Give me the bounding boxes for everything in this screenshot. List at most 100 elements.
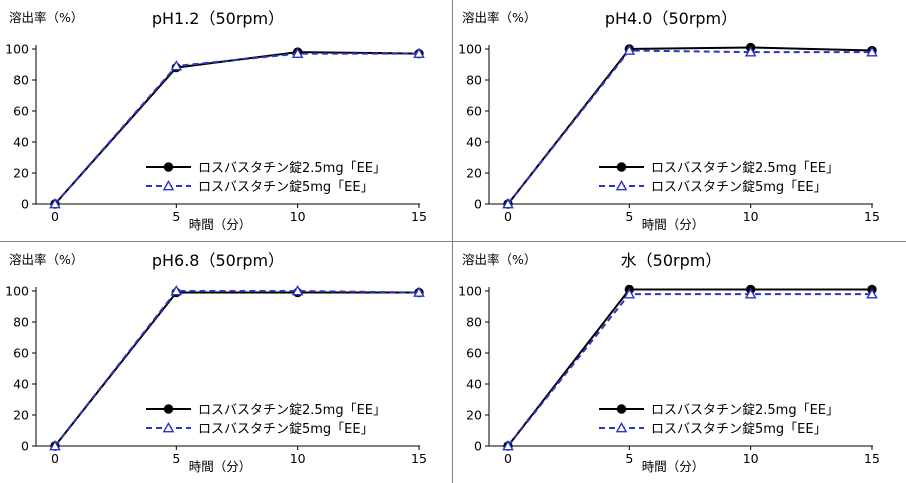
legend-entry-2: ロスバスタチン錠5mg「EE」 — [146, 421, 374, 437]
series-2-point — [49, 197, 61, 209]
x-tick-label: 10 — [743, 209, 759, 224]
chart-title: pH6.8（50rpm） — [152, 251, 284, 270]
legend-entry-2: ロスバスタチン錠5mg「EE」 — [146, 179, 374, 195]
legend-marker-1 — [163, 404, 174, 414]
chart-svg-ph6-8: 0 20 40 60 80 100 0 5 10 15 溶出率（%） 時間（分） pH6.8（50rpm… — [5, 251, 427, 474]
series-2-line — [507, 293, 872, 447]
y-tick-label: 80 — [13, 73, 29, 88]
y-tick-label: 100 — [458, 284, 482, 299]
legend-marker-1 — [616, 404, 627, 414]
series-2-point — [744, 288, 757, 299]
series-2 — [502, 288, 878, 451]
series-2-point — [502, 197, 514, 209]
legend-label-1: ロスバスタチン錠2.5mg「EE」 — [651, 403, 839, 418]
y-axis-label: 溶出率（%） — [9, 252, 83, 267]
y-tick-label: 60 — [466, 104, 482, 119]
y-axis-label: 溶出率（%） — [462, 10, 536, 25]
legend-entry-2: ロスバスタチン錠5mg「EE」 — [599, 421, 827, 437]
x-tick-label: 15 — [864, 209, 880, 224]
x-tick-label: 0 — [504, 209, 512, 224]
legend-label-2: ロスバスタチン錠5mg「EE」 — [651, 422, 827, 437]
series-2-point — [502, 439, 514, 451]
chart-panel-ph4-0: 0 20 40 60 80 100 0 5 10 15 溶出率（%） 時間（分） pH4.0（50rpm… — [453, 0, 906, 241]
series-2-point — [413, 286, 425, 297]
x-tick-label: 15 — [411, 209, 427, 224]
chart-title: 水（50rpm） — [621, 251, 722, 270]
chart-panel-ph1-2: 0 20 40 60 80 100 0 5 10 15 溶出率（%） 時間（分） pH1.2（50rpm… — [0, 0, 453, 241]
y-tick-label: 100 — [458, 42, 482, 57]
y-tick-label: 100 — [5, 42, 29, 57]
x-tick-label: 15 — [411, 451, 427, 466]
y-tick-label: 20 — [13, 408, 29, 423]
series-2-point — [623, 288, 636, 299]
x-tick-label: 10 — [290, 451, 306, 466]
x-tick-label: 10 — [290, 209, 306, 224]
series-2-point — [170, 284, 183, 296]
y-axis-label: 溶出率（%） — [9, 10, 83, 25]
y-tick-label: 40 — [466, 377, 482, 392]
series-1-line — [507, 288, 872, 447]
y-axis-label: 溶出率（%） — [462, 252, 536, 267]
legend-entry-1: ロスバスタチン錠2.5mg「EE」 — [146, 403, 386, 418]
y-tick-label: 0 — [474, 439, 482, 454]
chart-title: pH1.2（50rpm） — [152, 9, 284, 28]
x-tick-label: 15 — [864, 451, 880, 466]
y-tick-label: 80 — [13, 315, 29, 330]
y-tick-label: 0 — [474, 197, 482, 212]
y-tick-label: 60 — [466, 346, 482, 361]
series-2-point — [291, 47, 304, 59]
series-1-line — [507, 46, 873, 205]
chart-panel-water: 0 20 40 60 80 100 0 5 10 15 溶出率（%） 時間（分） 水（50rpm） ロスバ… — [453, 242, 906, 483]
legend-label-2: ロスバスタチン錠5mg「EE」 — [198, 180, 374, 195]
chart-svg-water: 0 20 40 60 80 100 0 5 10 15 溶出率（%） 時間（分） 水（50rpm） ロスバ… — [458, 251, 880, 474]
legend-marker-2 — [615, 421, 628, 433]
series-2-point — [744, 46, 757, 57]
y-tick-label: 100 — [5, 284, 29, 299]
series-2 — [49, 47, 425, 209]
chart-panel-ph6-8: 0 20 40 60 80 100 0 5 10 15 溶出率（%） 時間（分） pH6.8（50rpm… — [0, 242, 453, 483]
x-tick-label: 5 — [625, 451, 633, 466]
legend-entry-1: ロスバスタチン錠2.5mg「EE」 — [599, 403, 839, 418]
x-tick-label: 0 — [504, 451, 512, 466]
legend-marker-2 — [162, 421, 175, 433]
legend-label-2: ロスバスタチン錠5mg「EE」 — [651, 180, 827, 195]
y-tick-label: 20 — [466, 408, 482, 423]
x-axis-label: 時間（分） — [642, 459, 705, 474]
x-axis-label: 時間（分） — [642, 217, 705, 232]
horizontal-divider — [0, 241, 906, 242]
series-2 — [49, 284, 425, 451]
y-tick-label: 60 — [13, 346, 29, 361]
legend-marker-1 — [616, 162, 627, 172]
chart-svg-ph4-0: 0 20 40 60 80 100 0 5 10 15 溶出率（%） 時間（分） pH4.0（50rpm… — [458, 9, 880, 232]
series-2-line — [54, 52, 419, 205]
series-2-point — [866, 46, 878, 57]
x-axis-label: 時間（分） — [189, 459, 252, 474]
series-1-line — [54, 291, 419, 447]
y-tick-label: 80 — [466, 73, 482, 88]
series-2-point — [49, 439, 61, 451]
y-tick-label: 40 — [13, 377, 29, 392]
legend-marker-1 — [163, 162, 174, 172]
legend-entry-1: ロスバスタチン錠2.5mg「EE」 — [146, 161, 386, 176]
legend-label-1: ロスバスタチン錠2.5mg「EE」 — [198, 403, 386, 418]
series-2-point — [291, 284, 304, 296]
y-tick-label: 20 — [466, 166, 482, 181]
legend-label-1: ロスバスタチン錠2.5mg「EE」 — [651, 161, 839, 176]
y-tick-label: 40 — [13, 135, 29, 150]
x-tick-label: 5 — [625, 209, 633, 224]
series-2 — [502, 44, 878, 209]
legend-label-2: ロスバスタチン錠5mg「EE」 — [198, 422, 374, 437]
x-tick-label: 0 — [51, 451, 59, 466]
x-axis-label: 時間（分） — [189, 217, 252, 232]
chart-svg-ph1-2: 0 20 40 60 80 100 0 5 10 15 溶出率（%） 時間（分） pH1.2（50rpm… — [5, 9, 427, 232]
legend-marker-2 — [162, 179, 175, 191]
x-tick-label: 10 — [743, 451, 759, 466]
y-tick-label: 40 — [466, 135, 482, 150]
x-tick-label: 0 — [51, 209, 59, 224]
y-tick-label: 20 — [13, 166, 29, 181]
y-tick-label: 0 — [21, 197, 29, 212]
legend-marker-2 — [615, 179, 628, 191]
legend-entry-1: ロスバスタチン錠2.5mg「EE」 — [599, 161, 839, 176]
vertical-divider — [452, 0, 453, 483]
x-tick-label: 5 — [172, 451, 180, 466]
